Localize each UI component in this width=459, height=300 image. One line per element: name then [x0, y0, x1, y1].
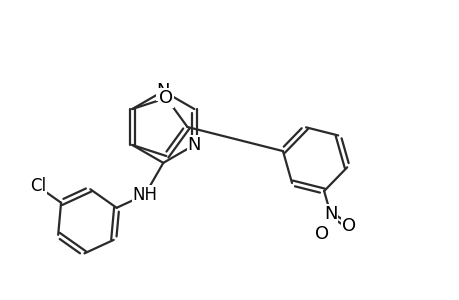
Text: N: N	[187, 136, 201, 154]
Text: N: N	[323, 205, 337, 223]
Text: O: O	[341, 218, 355, 236]
Text: O: O	[314, 225, 328, 243]
Text: Cl: Cl	[30, 177, 46, 195]
Text: O: O	[159, 89, 173, 107]
Text: NH: NH	[132, 186, 157, 204]
Text: N: N	[156, 82, 170, 100]
